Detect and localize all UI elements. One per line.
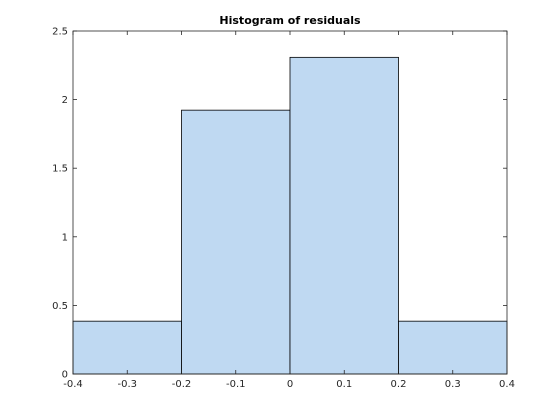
y-tick-label: 2: [62, 95, 68, 106]
y-tick-label: 1: [62, 232, 68, 243]
chart-title: Histogram of residuals: [219, 14, 361, 27]
histogram-bars: [72, 56, 508, 375]
x-tick-label: -0.2: [172, 379, 192, 390]
y-tick-label: 0: [62, 370, 68, 381]
histogram-bar: [181, 109, 291, 375]
y-axis-ticks: 0 0.5 1 1.5 2 2.5: [52, 27, 507, 381]
x-tick-label: 0.1: [336, 379, 352, 390]
y-tick-label: 1.5: [52, 164, 68, 175]
x-tick-label: 0.3: [445, 379, 461, 390]
x-tick-label: -0.3: [117, 379, 137, 390]
x-axis-ticks: -0.4 -0.3 -0.2 -0.1 0 0.1 0.2 0.3 0.4: [63, 31, 515, 390]
x-tick-label: -0.1: [226, 379, 246, 390]
histogram-bar: [289, 56, 399, 375]
x-tick-label: 0.2: [391, 379, 407, 390]
histogram-bar: [72, 320, 182, 375]
x-tick-label: -0.4: [63, 379, 83, 390]
plot-area-frame: [72, 30, 508, 375]
x-tick-label: 0: [287, 379, 293, 390]
x-tick-label: 0.4: [499, 379, 515, 390]
y-tick-label: 0.5: [52, 301, 68, 312]
histogram-bar: [398, 320, 508, 375]
y-tick-label: 2.5: [52, 27, 68, 38]
